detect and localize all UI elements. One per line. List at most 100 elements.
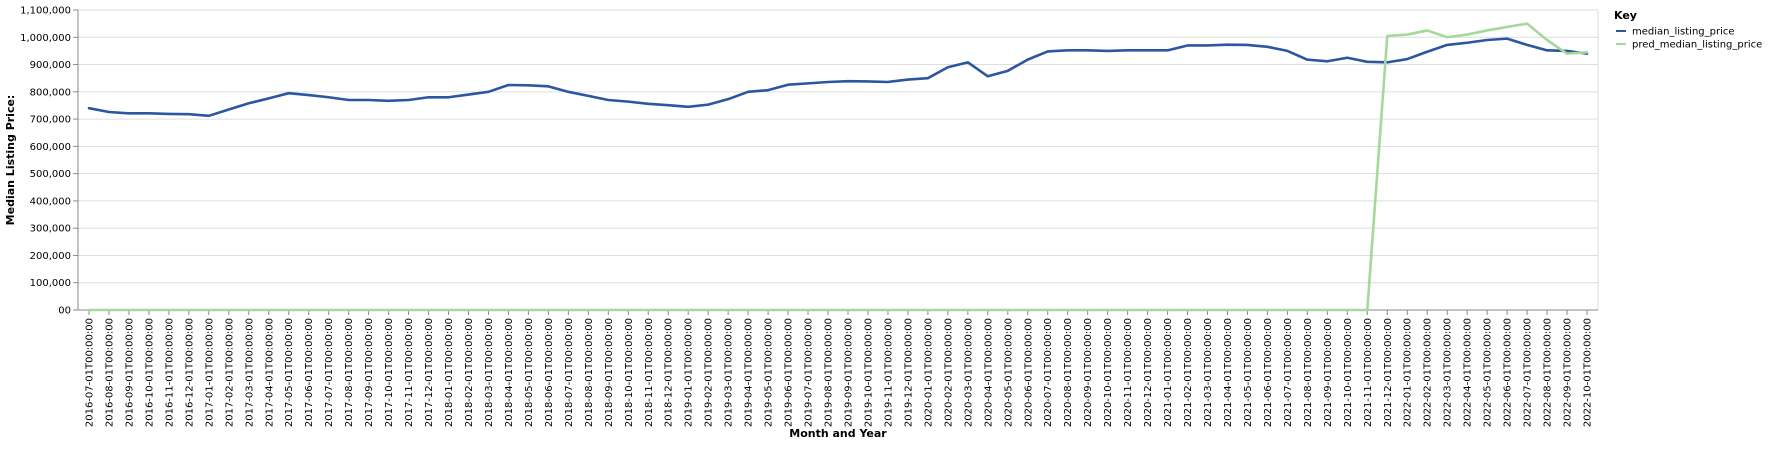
x-tick-label: 2017-05-01T00:00:00 <box>284 318 295 427</box>
x-tick-label: 2020-02-01T00:00:00 <box>943 318 954 427</box>
x-tick-label: 2021-03-01T00:00:00 <box>1203 318 1214 427</box>
x-tick-label: 2020-10-01T00:00:00 <box>1103 318 1114 427</box>
x-tick-label: 2017-07-01T00:00:00 <box>324 318 335 427</box>
series-lines <box>87 22 1589 312</box>
x-tick-label: 2019-12-01T00:00:00 <box>903 318 914 427</box>
y-tick-label: 700,000 <box>30 115 71 126</box>
x-tick-label: 2021-07-01T00:00:00 <box>1283 318 1294 427</box>
x-tick-label: 2021-06-01T00:00:00 <box>1263 318 1274 427</box>
x-tick-label: 2018-09-01T00:00:00 <box>604 318 615 427</box>
legend-label-pred-median-listing-price: pred_median_listing_price <box>1632 40 1762 51</box>
y-tick-label: 500,000 <box>30 169 71 180</box>
x-tick-label: 2022-05-01T00:00:00 <box>1483 318 1494 427</box>
gridlines <box>78 9 1599 311</box>
y-tick-label: 400,000 <box>30 196 71 207</box>
x-tick-label: 2020-06-01T00:00:00 <box>1023 318 1034 427</box>
x-tick-label: 2022-08-01T00:00:00 <box>1543 318 1554 427</box>
x-tick-label: 2018-04-01T00:00:00 <box>504 318 515 427</box>
x-tick-label: 2020-11-01T00:00:00 <box>1123 318 1134 427</box>
x-tick-label: 2021-02-01T00:00:00 <box>1183 318 1194 427</box>
x-tick-label: 2018-03-01T00:00:00 <box>484 318 495 427</box>
x-tick-label: 2020-05-01T00:00:00 <box>1003 318 1014 427</box>
x-tick-label: 2017-11-01T00:00:00 <box>404 318 415 427</box>
x-tick-label: 2019-03-01T00:00:00 <box>724 318 735 427</box>
x-tick-label: 2016-10-01T00:00:00 <box>144 318 155 427</box>
x-tick-label: 2017-02-01T00:00:00 <box>224 318 235 427</box>
x-tick-label: 2019-10-01T00:00:00 <box>863 318 874 427</box>
series-line-pred-median-listing-price <box>87 22 1589 312</box>
x-tick-label: 2022-07-01T00:00:00 <box>1523 318 1534 427</box>
y-tick-label: 600,000 <box>30 142 71 153</box>
x-tick-label: 2021-08-01T00:00:00 <box>1303 318 1314 427</box>
x-tick-label: 2018-02-01T00:00:00 <box>464 318 475 427</box>
x-tick-label: 2019-04-01T00:00:00 <box>744 318 755 427</box>
x-tick-label: 2021-04-01T00:00:00 <box>1223 318 1234 427</box>
legend-title: Key <box>1614 9 1637 22</box>
y-tick-label: 900,000 <box>30 60 71 71</box>
series-line-median-listing-price <box>87 37 1589 118</box>
x-tick-label: 2021-11-01T00:00:00 <box>1363 318 1374 427</box>
x-tick-label: 2018-01-01T00:00:00 <box>444 318 455 427</box>
y-tick-label: 1,000,000 <box>20 33 71 44</box>
x-tick-label: 2022-09-01T00:00:00 <box>1563 318 1574 427</box>
legend-label-median-listing-price: median_listing_price <box>1632 27 1735 38</box>
y-axis: 00 100,000 200,000 300,000 400,000 500,000 600… <box>20 6 79 317</box>
y-tick-label: 300,000 <box>30 224 71 235</box>
legend: Key median_listing_price pred_median_list… <box>1614 9 1762 51</box>
x-tick-label: 2020-12-01T00:00:00 <box>1143 318 1154 427</box>
x-tick-label: 2022-02-01T00:00:00 <box>1423 318 1434 427</box>
x-tick-label: 2018-05-01T00:00:00 <box>524 318 535 427</box>
x-tick-label: 2017-10-01T00:00:00 <box>384 318 395 427</box>
y-tick-label: 100,000 <box>30 278 71 289</box>
x-tick-label: 2021-12-01T00:00:00 <box>1383 318 1394 427</box>
x-tick-label: 2020-01-01T00:00:00 <box>923 318 934 427</box>
x-tick-label: 2019-09-01T00:00:00 <box>843 318 854 427</box>
x-tick-label: 2022-06-01T00:00:00 <box>1503 318 1514 427</box>
x-tick-label: 2018-10-01T00:00:00 <box>624 318 635 427</box>
y-tick-label: 00 <box>58 306 71 317</box>
x-tick-label: 2016-11-01T00:00:00 <box>164 318 175 427</box>
x-tick-label: 2017-06-01T00:00:00 <box>304 318 315 427</box>
x-tick-label: 2017-04-01T00:00:00 <box>264 318 275 427</box>
x-tick-label: 2021-01-01T00:00:00 <box>1163 318 1174 427</box>
x-tick-label: 2021-05-01T00:00:00 <box>1243 318 1254 427</box>
x-tick-label: 2017-08-01T00:00:00 <box>344 318 355 427</box>
x-tick-label: 2022-03-01T00:00:00 <box>1443 318 1454 427</box>
x-tick-label: 2021-10-01T00:00:00 <box>1343 318 1354 427</box>
x-tick-label: 2019-05-01T00:00:00 <box>764 318 775 427</box>
x-tick-label: 2018-06-01T00:00:00 <box>544 318 555 427</box>
y-tick-label: 1,100,000 <box>20 6 71 17</box>
x-tick-label: 2016-08-01T00:00:00 <box>104 318 115 427</box>
x-tick-label: 2018-07-01T00:00:00 <box>564 318 575 427</box>
x-tick-label: 2017-03-01T00:00:00 <box>244 318 255 427</box>
x-axis: 2016-07-01T00:00:00 2016-08-01T00:00:00 20… <box>78 309 1598 427</box>
x-tick-label: 2020-09-01T00:00:00 <box>1083 318 1094 427</box>
x-tick-label: 2022-01-01T00:00:00 <box>1403 318 1414 427</box>
x-tick-label: 2019-08-01T00:00:00 <box>824 318 835 427</box>
x-tick-label: 2017-12-01T00:00:00 <box>424 318 435 427</box>
x-tick-label: 2018-08-01T00:00:00 <box>584 318 595 427</box>
x-tick-label: 2020-04-01T00:00:00 <box>983 318 994 427</box>
y-axis-title: Median Listing Price: <box>4 95 17 226</box>
x-tick-label: 2022-10-01T00:00:00 <box>1583 318 1594 427</box>
y-tick-label: 200,000 <box>30 251 71 262</box>
x-tick-label: 2018-12-01T00:00:00 <box>664 318 675 427</box>
x-axis-title: Month and Year <box>789 427 887 440</box>
x-tick-label: 2017-01-01T00:00:00 <box>204 318 215 427</box>
x-tick-label: 2020-03-01T00:00:00 <box>963 318 974 427</box>
x-tick-label: 2019-11-01T00:00:00 <box>883 318 894 427</box>
x-tick-label: 2019-07-01T00:00:00 <box>804 318 815 427</box>
x-tick-label: 2021-09-01T00:00:00 <box>1323 318 1334 427</box>
x-tick-label: 2016-12-01T00:00:00 <box>184 318 195 427</box>
x-tick-label: 2020-07-01T00:00:00 <box>1043 318 1054 427</box>
x-tick-label: 2019-02-01T00:00:00 <box>704 318 715 427</box>
x-tick-label: 2016-09-01T00:00:00 <box>124 318 135 427</box>
x-tick-label: 2019-06-01T00:00:00 <box>784 318 795 427</box>
y-tick-label: 800,000 <box>30 87 71 98</box>
x-tick-label: 2019-01-01T00:00:00 <box>684 318 695 427</box>
x-tick-label: 2020-08-01T00:00:00 <box>1063 318 1074 427</box>
x-tick-label: 2018-11-01T00:00:00 <box>644 318 655 427</box>
x-tick-label: 2017-09-01T00:00:00 <box>364 318 375 427</box>
